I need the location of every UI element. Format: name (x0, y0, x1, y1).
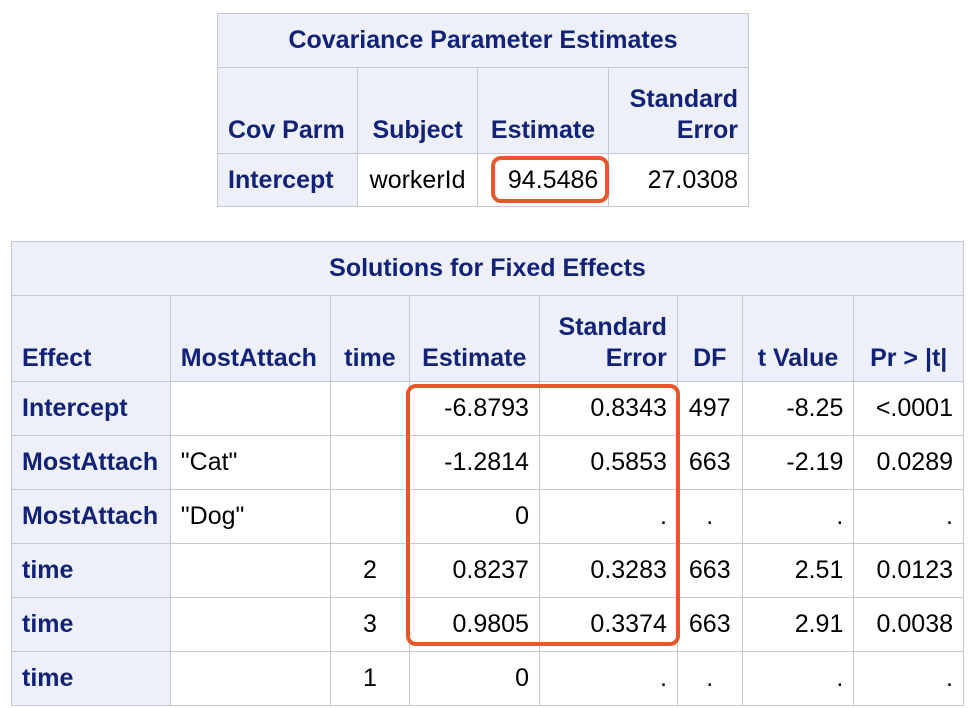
table-cell: <.0001 (853, 381, 964, 436)
table-cell: 0.8237 (408, 543, 540, 598)
table-cell: 663 (676, 435, 743, 490)
table-cell: -8.25 (741, 381, 855, 436)
table-cell: 0.0038 (853, 597, 964, 652)
table-cell (169, 597, 332, 652)
table-cell (169, 381, 332, 436)
table-cell: . (676, 489, 743, 544)
table-cell: 0.5853 (538, 435, 678, 490)
fx-header-pr-t: Pr > |t| (853, 295, 964, 382)
table-cell (330, 489, 410, 544)
table-cell: -6.8793 (408, 381, 540, 436)
table-cell: 0.0289 (853, 435, 964, 490)
row-header: time (11, 597, 171, 652)
table-cell: . (538, 651, 678, 706)
table-cell (169, 543, 332, 598)
row-header: MostAttach (11, 435, 171, 490)
table-row: MostAttach "Cat" -1.2814 0.5853 663 -2.19 0.02… (11, 435, 964, 490)
fixed-table-title: Solutions for Fixed Effects (11, 241, 964, 296)
table-cell (330, 435, 410, 490)
cov-header-standard-error: Standard Error (608, 67, 749, 154)
table-cell: 663 (676, 543, 743, 598)
table-cell (169, 651, 332, 706)
table-cell: . (853, 651, 964, 706)
table-cell: "Dog" (169, 489, 332, 544)
row-header: Intercept (216, 153, 359, 207)
row-header: Intercept (11, 381, 171, 436)
table-cell: "Cat" (169, 435, 332, 490)
cov-table-title: Covariance Parameter Estimates (217, 13, 749, 68)
table-cell: . (853, 489, 964, 544)
table-cell: 2 (330, 543, 410, 598)
fx-header-time: time (330, 295, 410, 382)
table-cell: 0 (408, 651, 540, 706)
table-cell: 0 (408, 489, 540, 544)
table-row: time 2 0.8237 0.3283 663 2.51 0.0123 (11, 543, 964, 598)
fx-header-effect: Effect (11, 295, 171, 382)
table-cell (330, 381, 410, 436)
fixed-effects-table: Solutions for Fixed Effects Effect MostA… (11, 241, 964, 706)
table-cell: . (538, 489, 678, 544)
table-cell: 0.0123 (853, 543, 964, 598)
table-row: time 1 0.... (11, 651, 964, 706)
fx-header-t-value: t Value (741, 295, 855, 382)
fx-header-standard-error: Standard Error (538, 295, 678, 382)
table-cell: 497 (676, 381, 743, 436)
row-header: time (11, 543, 171, 598)
table-cell: 1 (330, 651, 410, 706)
table-cell: 2.91 (741, 597, 855, 652)
cov-header-estimate: Estimate (476, 67, 610, 154)
table-cell: 2.51 (741, 543, 855, 598)
table-cell: 0.8343 (538, 381, 678, 436)
table-cell: 0.3283 (538, 543, 678, 598)
table-cell: 0.3374 (538, 597, 678, 652)
cov-header-cov-parm: Cov Parm (216, 67, 359, 154)
table-cell: workerId (357, 153, 478, 207)
table-cell: -1.2814 (408, 435, 540, 490)
table-cell: 94.5486 (476, 153, 610, 207)
table-cell: -2.19 (741, 435, 855, 490)
table-row: Intercept -6.8793 0.8343 497 -8.25 <.0001 (11, 381, 964, 436)
table-cell: . (741, 651, 855, 706)
fx-header-mostattach: MostAttach (169, 295, 332, 382)
fx-header-estimate: Estimate (408, 295, 540, 382)
table-cell: 3 (330, 597, 410, 652)
table-cell: 27.0308 (608, 153, 749, 207)
table-row: time 3 0.9805 0.3374 663 2.91 0.0038 (11, 597, 964, 652)
table-cell: 663 (676, 597, 743, 652)
table-cell: . (676, 651, 743, 706)
cov-header-subject: Subject (357, 67, 478, 154)
table-row: MostAttach "Dog" 0.... (11, 489, 964, 544)
table-row: Intercept workerId 94.5486 27.0308 (216, 153, 749, 207)
table-cell: 0.9805 (408, 597, 540, 652)
row-header: MostAttach (11, 489, 171, 544)
row-header: time (11, 651, 171, 706)
covariance-parameter-table: Covariance Parameter Estimates Cov Parm … (216, 13, 749, 207)
table-cell: . (741, 489, 855, 544)
fx-header-df: DF (676, 295, 743, 382)
